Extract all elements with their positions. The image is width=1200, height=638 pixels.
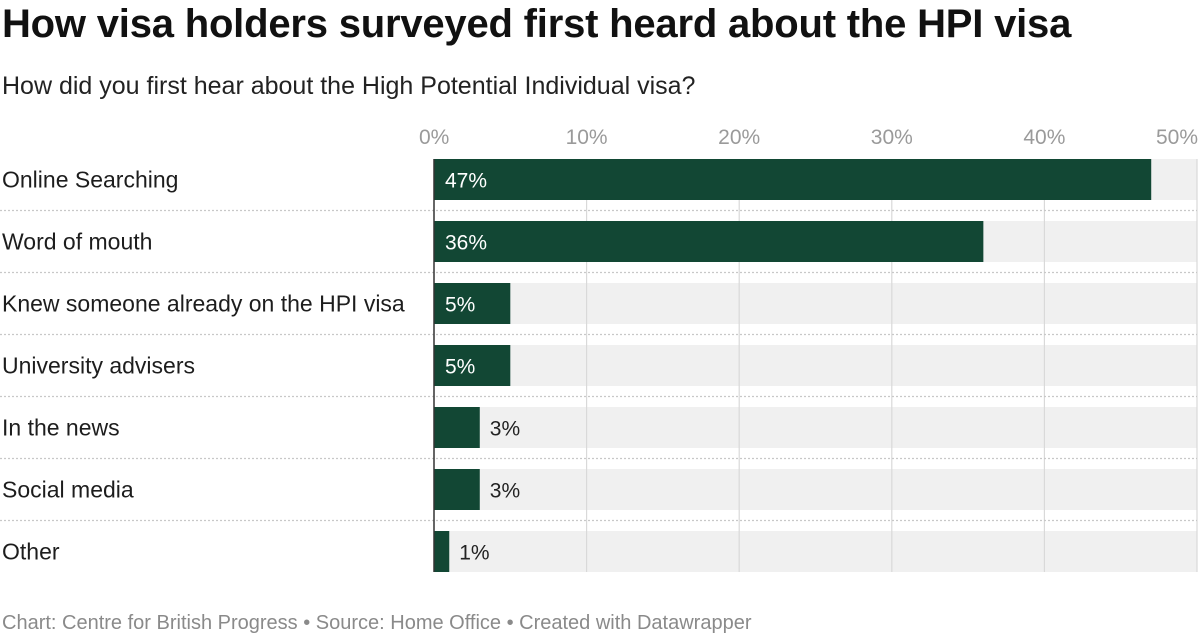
- bar-layer: [434, 159, 1152, 572]
- bar: [434, 531, 450, 572]
- bar: [434, 221, 984, 262]
- bar-track: [434, 407, 1197, 448]
- bar-track: [434, 345, 1197, 386]
- category-label: Knew someone already on the HPI visa: [2, 291, 405, 317]
- chart-title: How visa holders surveyed first heard ab…: [2, 2, 1072, 46]
- category-label: In the news: [2, 415, 120, 441]
- category-label: Online Searching: [2, 167, 178, 193]
- bar-track: [434, 469, 1197, 510]
- category-label: Word of mouth: [2, 229, 152, 255]
- category-label-layer: Online Searching Word of mouth Knew someon…: [2, 167, 405, 565]
- separator-layer: [0, 209, 1197, 522]
- value-label-layer: 47% 36% 5% 5% 3% 3% 1%: [445, 170, 520, 565]
- category-label: Social media: [2, 477, 134, 503]
- value-label: 1%: [459, 542, 489, 565]
- bar: [434, 407, 480, 448]
- chart-footer: Chart: Centre for British Progress • Sou…: [2, 612, 752, 634]
- x-tick-label: 30%: [871, 126, 913, 149]
- x-tick-label: 0%: [419, 126, 449, 149]
- x-tick-label: 50%: [1156, 126, 1198, 149]
- value-label: 47%: [445, 170, 487, 193]
- value-label: 5%: [445, 294, 475, 317]
- x-tick-label: 20%: [718, 126, 760, 149]
- bar: [434, 283, 511, 324]
- bar: [434, 345, 511, 386]
- category-label: Other: [2, 539, 60, 565]
- tick-label-layer: 0% 10% 20% 30% 40% 50%: [419, 126, 1198, 149]
- x-tick-label: 40%: [1023, 126, 1065, 149]
- value-label: 36%: [445, 232, 487, 255]
- bar-track: [434, 283, 1197, 324]
- bar: [434, 469, 480, 510]
- bar: [434, 159, 1152, 200]
- value-label: 3%: [490, 418, 520, 441]
- chart-subtitle: How did you first hear about the High Po…: [2, 72, 696, 100]
- track-layer: [434, 159, 1197, 572]
- bar-track: [434, 531, 1197, 572]
- x-tick-label: 10%: [566, 126, 608, 149]
- value-label: 3%: [490, 480, 520, 503]
- category-label: University advisers: [2, 353, 195, 379]
- value-label: 5%: [445, 356, 475, 379]
